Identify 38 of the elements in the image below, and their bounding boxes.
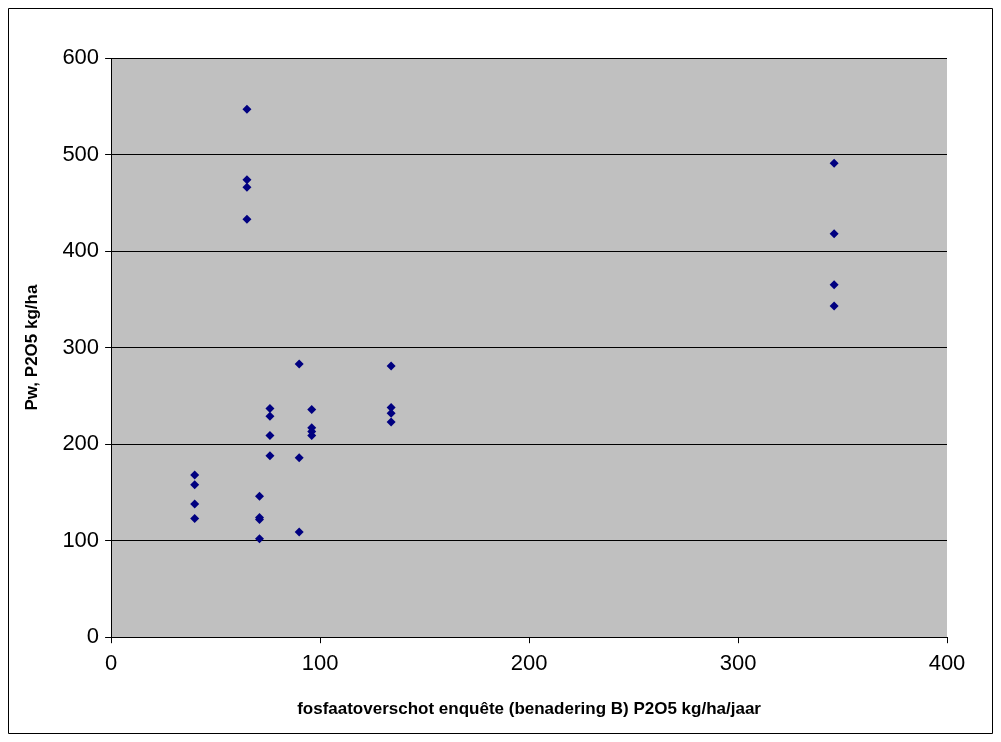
point <box>386 361 396 371</box>
x-tick-label: 300 <box>719 650 757 676</box>
y-tick-label: 600 <box>62 44 100 70</box>
y-tick-label: 100 <box>62 526 100 552</box>
point <box>829 301 839 311</box>
x-axis-title: fosfaatoverschot enquête (benadering B) P2O5 kg/ha/jaar <box>297 699 762 719</box>
x-tick-label: 400 <box>928 650 966 676</box>
x-tick-label: 0 <box>104 650 118 676</box>
point <box>190 513 200 523</box>
point <box>242 104 252 114</box>
x-tick-label: 100 <box>301 650 339 676</box>
point <box>242 182 252 192</box>
point <box>829 280 839 290</box>
point <box>294 453 304 463</box>
point <box>829 229 839 239</box>
point <box>294 359 304 369</box>
point <box>254 534 264 544</box>
point <box>307 404 317 414</box>
y-tick-label: 400 <box>62 237 100 263</box>
point <box>265 403 275 413</box>
point <box>386 417 396 427</box>
y-tick-label: 500 <box>62 140 100 166</box>
point <box>242 175 252 185</box>
point <box>254 491 264 501</box>
point <box>242 214 252 224</box>
point <box>190 499 200 509</box>
point <box>265 451 275 461</box>
point <box>190 470 200 480</box>
y-axis-title: Pw, P2O5 kg/ha <box>21 284 41 411</box>
x-tick-label: 200 <box>510 650 548 676</box>
y-tick-label: 200 <box>62 430 100 456</box>
point <box>294 527 304 537</box>
point <box>829 158 839 168</box>
point <box>265 430 275 440</box>
y-tick-label: 300 <box>62 333 100 359</box>
point <box>265 411 275 421</box>
point <box>190 480 200 490</box>
y-tick-label: 0 <box>86 623 100 649</box>
